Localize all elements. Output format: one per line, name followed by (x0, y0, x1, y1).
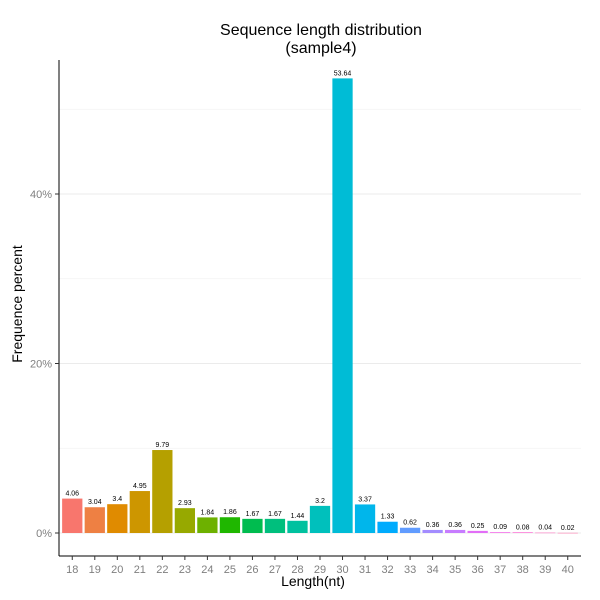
bar-32 (377, 521, 398, 533)
bar-value-label: 0.62 (403, 520, 417, 527)
x-tick-label: 38 (517, 564, 529, 576)
x-tick-label: 29 (314, 564, 326, 576)
bar-value-label: 4.95 (133, 483, 147, 490)
bar-value-label: 0.08 (516, 524, 530, 531)
bar-29 (309, 505, 331, 533)
bar-40 (557, 532, 578, 534)
x-tick-label: 18 (66, 564, 78, 576)
x-tick-label: 27 (269, 564, 281, 576)
bar-value-label: 9.79 (156, 442, 170, 449)
bar-value-label: 4.06 (65, 491, 79, 498)
bar-value-label: 2.93 (178, 500, 192, 507)
bar-value-label: 53.64 (334, 70, 352, 77)
x-axis-ticks: 18 19 20 21 22 23 24 25 26 27 28 29 30 31 32 33 34 35 36 37… (66, 556, 574, 576)
x-tick-label: 25 (224, 564, 236, 576)
bar-value-label: 3.37 (358, 496, 372, 503)
x-tick-label: 37 (494, 564, 506, 576)
chart-subtitle: (sample4) (285, 40, 356, 57)
bar-value-label: 0.36 (448, 522, 462, 529)
bar-38 (512, 532, 533, 533)
bar-31 (354, 504, 376, 533)
bar-value-label: 3.2 (315, 498, 325, 505)
bar-20 (107, 504, 128, 533)
bar-36 (467, 530, 488, 533)
bar-value-label: 0.36 (426, 522, 440, 529)
bar-27 (264, 518, 286, 533)
bar-23 (174, 508, 196, 533)
bar-value-label: 3.04 (88, 499, 102, 506)
y-axis-title: Frequence percent (9, 245, 25, 363)
bar-value-label: 3.4 (112, 496, 122, 503)
x-tick-label: 33 (404, 564, 416, 576)
x-tick-label: 35 (449, 564, 461, 576)
chart-title: Sequence length distribution (220, 22, 422, 39)
bar-19 (84, 507, 105, 533)
x-tick-label: 32 (381, 564, 393, 576)
bar-value-label: 1.86 (223, 509, 237, 516)
gridlines (59, 108, 581, 534)
x-tick-label: 23 (179, 564, 191, 576)
bar-value-label: 0.04 (538, 525, 552, 532)
y-tick-label: 20% (30, 359, 52, 371)
y-tick-label: 0% (36, 528, 52, 540)
x-tick-label: 22 (156, 564, 168, 576)
x-tick-label: 26 (246, 564, 258, 576)
bar-18 (62, 498, 83, 533)
bar-value-label: 0.25 (471, 523, 485, 530)
bar-value-label: 0.09 (493, 524, 507, 531)
x-tick-label: 34 (426, 564, 438, 576)
bar-value-labels: 4.06 3.04 3.4 4.95 9.79 2.93 1.84 1.86 1.67 1.67 1… (65, 70, 574, 531)
bar-value-label: 1.44 (291, 513, 305, 520)
x-tick-label: 36 (472, 564, 484, 576)
y-tick-label: 40% (30, 189, 52, 201)
bar-21 (129, 491, 150, 533)
x-tick-label: 40 (562, 564, 574, 576)
bar-26 (242, 518, 263, 533)
bar-37 (490, 532, 511, 533)
x-tick-label: 19 (89, 564, 101, 576)
bar-value-label: 1.67 (268, 511, 282, 518)
bar-24 (197, 517, 218, 533)
bar-value-label: 1.33 (381, 514, 395, 521)
bar-35 (444, 529, 466, 533)
x-tick-label: 39 (539, 564, 551, 576)
x-tick-label: 21 (134, 564, 146, 576)
bar-25 (219, 517, 241, 533)
bar-34 (422, 529, 443, 533)
bar-value-label: 1.84 (201, 509, 215, 516)
x-tick-label: 31 (359, 564, 371, 576)
x-axis-title: Length(nt) (281, 573, 345, 589)
bars (62, 78, 578, 534)
x-tick-label: 28 (291, 564, 303, 576)
bar-33 (399, 527, 421, 533)
bar-22 (152, 450, 173, 533)
x-tick-label: 30 (336, 564, 348, 576)
y-axis-ticks: 0% 20% 40% (30, 189, 59, 540)
bar-value-label: 0.02 (561, 525, 575, 532)
bar-value-label: 1.67 (246, 511, 260, 518)
bar-39 (535, 532, 556, 534)
bar-28 (287, 520, 308, 533)
x-tick-label: 24 (201, 564, 213, 576)
bar-30 (332, 78, 353, 533)
x-tick-label: 20 (111, 564, 123, 576)
